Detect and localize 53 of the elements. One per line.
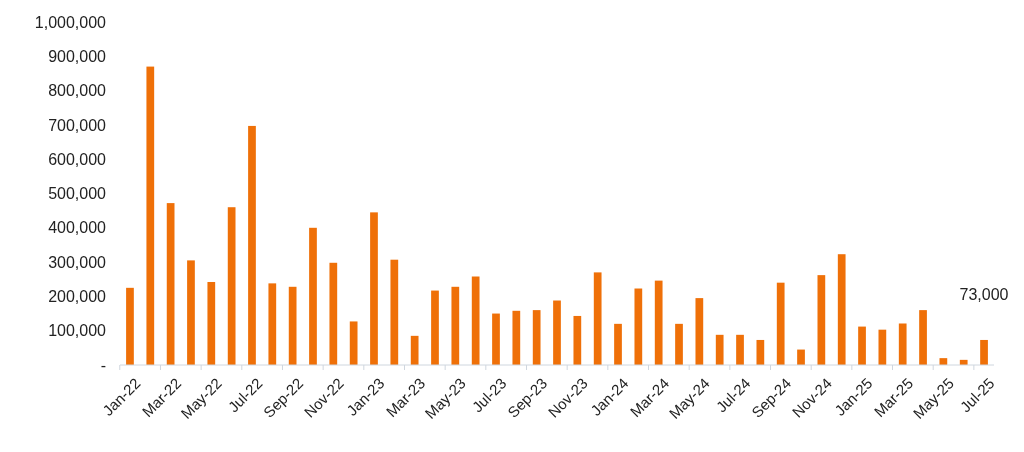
bar [288, 286, 297, 365]
bar [695, 298, 704, 365]
bar [370, 212, 378, 365]
bar [146, 66, 155, 365]
bar [797, 349, 805, 365]
bar [776, 282, 785, 365]
bar [553, 300, 561, 365]
bar [309, 227, 317, 365]
bar [248, 125, 256, 365]
bar [756, 339, 765, 365]
bar [715, 334, 724, 365]
bar [207, 281, 216, 365]
bar [654, 280, 663, 365]
bar [878, 329, 887, 365]
bar [512, 310, 521, 365]
bar [268, 283, 277, 365]
bar [532, 310, 541, 365]
y-tick-label: 600,000 [48, 150, 107, 168]
bar [349, 321, 358, 365]
data-label: 73,000 [959, 285, 1009, 303]
bar [390, 259, 399, 365]
y-tick-label: 900,000 [48, 47, 107, 65]
y-tick-label: 300,000 [48, 253, 107, 271]
y-tick-label: 1,000,000 [34, 13, 107, 31]
bar [126, 287, 134, 365]
bar [736, 334, 744, 365]
bar [329, 262, 338, 365]
y-tick-label: 700,000 [48, 116, 107, 134]
bar [675, 323, 683, 365]
bar [858, 326, 866, 365]
bar [187, 260, 195, 365]
y-tick-label: 500,000 [48, 185, 107, 203]
bar [492, 313, 500, 365]
bar [817, 275, 826, 365]
bar [980, 339, 988, 365]
bar [410, 335, 419, 365]
bar [593, 272, 602, 365]
bar [919, 310, 927, 365]
bar [837, 254, 846, 365]
bar [227, 207, 236, 365]
y-tick-label: 200,000 [48, 288, 107, 305]
bar [898, 323, 907, 365]
bar [573, 315, 582, 365]
y-tick-label: - [100, 356, 106, 374]
y-tick-label: 100,000 [48, 322, 107, 340]
bar [471, 276, 480, 365]
y-tick-label: 400,000 [48, 219, 107, 237]
bar [451, 286, 460, 365]
bar [614, 323, 622, 365]
y-tick-label: 800,000 [48, 82, 107, 100]
bar [166, 203, 175, 365]
bar [634, 288, 643, 365]
bar [431, 290, 439, 365]
